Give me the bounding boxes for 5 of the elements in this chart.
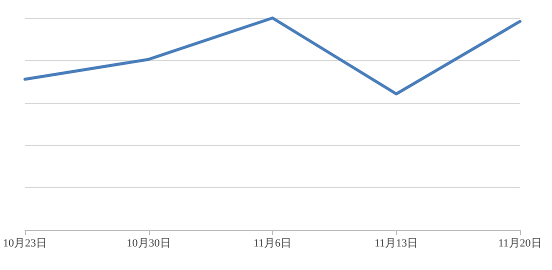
x-tick-label: 11月20日 <box>498 238 542 250</box>
x-tick-label: 11月13日 <box>374 238 418 250</box>
x-tick-label: 10月23日 <box>3 238 47 250</box>
x-tick-label: 10月30日 <box>126 238 171 250</box>
x-tick-label: 11月6日 <box>253 238 292 250</box>
